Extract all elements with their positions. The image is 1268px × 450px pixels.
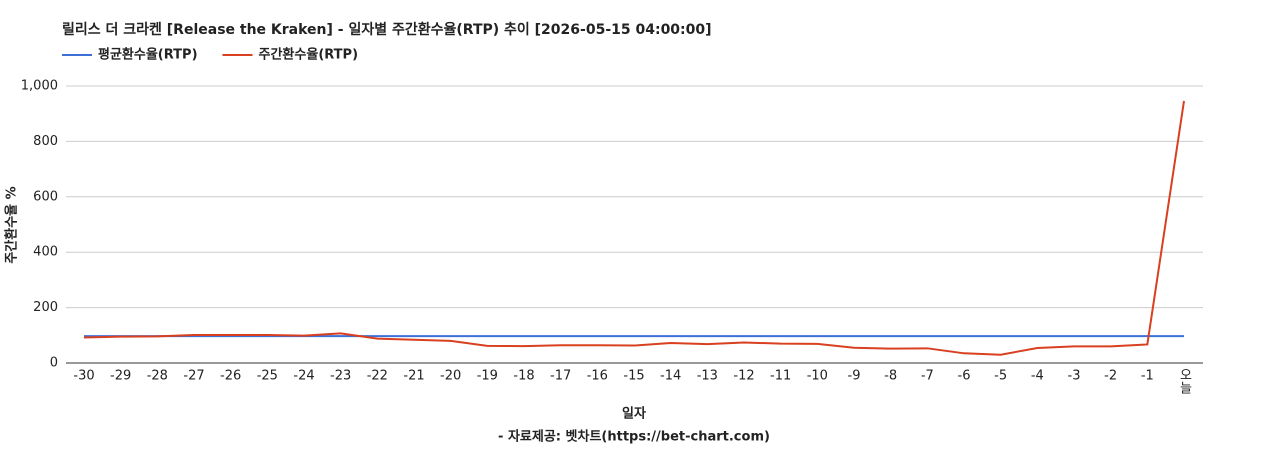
y-axis-label: 주간환수율 % (4, 186, 20, 263)
x-tick-label: -27 (183, 369, 204, 384)
source: - 자료제공: 벳차트(https://bet-chart.com) (498, 429, 770, 445)
legend-label: 주간환수율(RTP) (259, 47, 359, 63)
legend-label: 평균환수율(RTP) (98, 47, 198, 63)
x-tick-label: -10 (807, 369, 828, 384)
x-tick-label: -3 (1068, 369, 1081, 384)
y-tick-label: 200 (33, 300, 58, 315)
x-tick-label: -11 (770, 369, 791, 384)
x-tick-label: -19 (477, 369, 498, 384)
x-tick-label: -21 (403, 369, 424, 384)
x-tick-label: -8 (884, 369, 897, 384)
x-tick-label: -16 (587, 369, 608, 384)
x-tick-label: -28 (147, 369, 168, 384)
x-tick-label: -13 (697, 369, 718, 384)
series-line (83, 100, 1185, 356)
x-tick-label: -29 (110, 369, 131, 384)
y-tick-label: 800 (33, 134, 58, 149)
x-tick-label: -15 (623, 369, 644, 384)
x-tick-label: -30 (73, 369, 94, 384)
x-tick-label: -24 (293, 369, 314, 384)
x-tick-label: -26 (220, 369, 241, 384)
x-tick-label: -25 (257, 369, 278, 384)
x-tick-label: -14 (660, 369, 681, 384)
x-axis-label: 일자 (622, 407, 646, 422)
x-tick-label: -20 (440, 369, 461, 384)
x-tick-label: -22 (367, 369, 388, 384)
x-tick-label: -7 (921, 369, 934, 384)
x-tick-label: 오늘 (1177, 368, 1192, 394)
y-tick-label: 600 (33, 189, 58, 204)
y-tick-label: 0 (50, 356, 58, 371)
x-tick-label: -12 (733, 369, 754, 384)
chart-title: 릴리스 더 크라켄 [Release the Kraken] - 일자별 주간환… (62, 21, 712, 38)
x-tick-label: -6 (958, 369, 971, 384)
x-tick-label: -9 (848, 369, 861, 384)
x-tick-label: -4 (1031, 369, 1044, 384)
x-tick-label: -17 (550, 369, 571, 384)
x-tick-label: -2 (1104, 369, 1117, 384)
x-tick-label: -1 (1141, 369, 1154, 384)
x-tick-label: -23 (330, 369, 351, 384)
y-tick-label: 1,000 (21, 79, 58, 94)
x-tick-label: -5 (994, 369, 1007, 384)
x-tick-label: -18 (513, 369, 534, 384)
y-tick-label: 400 (33, 245, 58, 260)
